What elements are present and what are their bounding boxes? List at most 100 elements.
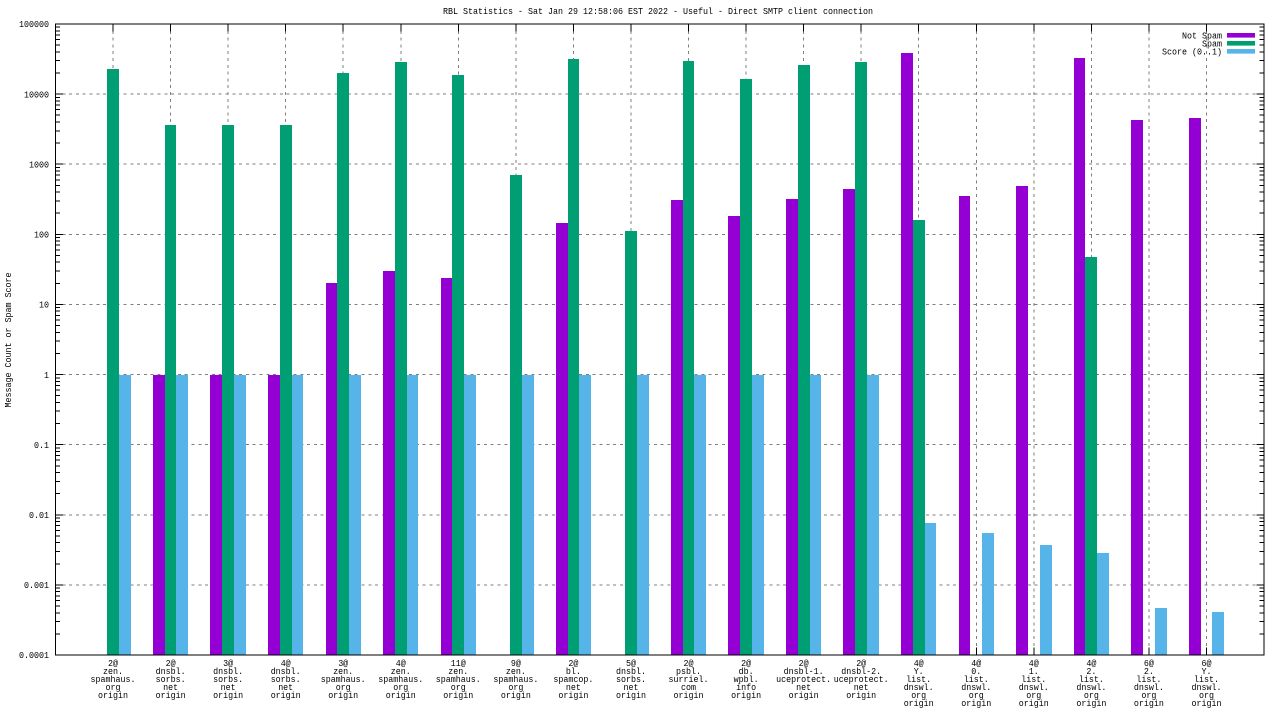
svg-text:dnswl.: dnswl. bbox=[1019, 682, 1049, 693]
svg-text:2@: 2@ bbox=[684, 658, 694, 669]
svg-text:origin: origin bbox=[443, 690, 473, 701]
svg-text:origin: origin bbox=[904, 698, 934, 709]
svg-text:org: org bbox=[1199, 690, 1214, 701]
svg-text:9@: 9@ bbox=[511, 658, 521, 669]
svg-text:org: org bbox=[451, 682, 466, 693]
svg-text:4@: 4@ bbox=[1029, 658, 1039, 669]
svg-text:org: org bbox=[393, 682, 408, 693]
svg-text:dnsbl.: dnsbl. bbox=[213, 666, 243, 677]
svg-text:origin: origin bbox=[616, 690, 646, 701]
svg-text:0.: 0. bbox=[971, 666, 981, 677]
svg-text:0.01: 0.01 bbox=[29, 510, 49, 521]
svg-text:Y.: Y. bbox=[914, 666, 924, 677]
svg-text:zen.: zen. bbox=[333, 666, 353, 677]
svg-text:list.: list. bbox=[1021, 674, 1046, 685]
svg-text:list.: list. bbox=[1136, 674, 1161, 685]
svg-text:wpbl.: wpbl. bbox=[734, 674, 759, 685]
svg-text:dnswl.: dnswl. bbox=[1134, 682, 1164, 693]
svg-text:zen.: zen. bbox=[506, 666, 526, 677]
svg-text:1.: 1. bbox=[1029, 666, 1039, 677]
svg-text:net: net bbox=[163, 682, 178, 693]
svg-text:2@: 2@ bbox=[166, 658, 176, 669]
svg-text:psbl.: psbl. bbox=[676, 666, 701, 677]
svg-text:dnsbl-1.: dnsbl-1. bbox=[784, 666, 824, 677]
svg-text:1: 1 bbox=[44, 370, 49, 381]
svg-text:4@: 4@ bbox=[281, 658, 291, 669]
svg-text:org: org bbox=[969, 690, 984, 701]
svg-text:org: org bbox=[336, 682, 351, 693]
svg-text:zen.: zen. bbox=[391, 666, 411, 677]
svg-text:list.: list. bbox=[906, 674, 931, 685]
svg-text:2@: 2@ bbox=[799, 658, 809, 669]
svg-text:origin: origin bbox=[674, 690, 704, 701]
svg-text:4@: 4@ bbox=[396, 658, 406, 669]
svg-text:com: com bbox=[681, 682, 696, 693]
svg-text:origin: origin bbox=[1192, 698, 1222, 709]
svg-text:sorbs.: sorbs. bbox=[271, 674, 301, 685]
svg-text:sorbs.: sorbs. bbox=[156, 674, 186, 685]
svg-text:3@: 3@ bbox=[223, 658, 233, 669]
svg-text:dnswl.: dnswl. bbox=[961, 682, 991, 693]
svg-text:Y.: Y. bbox=[1202, 666, 1212, 677]
svg-text:origin: origin bbox=[846, 690, 876, 701]
svg-text:net: net bbox=[624, 682, 639, 693]
svg-text:db.: db. bbox=[739, 666, 754, 677]
svg-text:2.: 2. bbox=[1086, 666, 1096, 677]
svg-text:origin: origin bbox=[386, 690, 416, 701]
svg-text:origin: origin bbox=[731, 690, 761, 701]
svg-text:uceprotect.: uceprotect. bbox=[776, 674, 831, 685]
svg-text:sorbs.: sorbs. bbox=[616, 674, 646, 685]
svg-text:100: 100 bbox=[34, 230, 49, 241]
svg-text:dnsbl.: dnsbl. bbox=[271, 666, 301, 677]
svg-text:origin: origin bbox=[1019, 698, 1049, 709]
svg-text:origin: origin bbox=[789, 690, 819, 701]
svg-text:org: org bbox=[106, 682, 121, 693]
svg-text:Message Count or Spam Score: Message Count or Spam Score bbox=[3, 273, 14, 408]
svg-text:spamhaus.: spamhaus. bbox=[91, 674, 136, 685]
svg-text:dnswl.: dnswl. bbox=[904, 682, 934, 693]
svg-text:spamhaus.: spamhaus. bbox=[493, 674, 538, 685]
svg-text:origin: origin bbox=[558, 690, 588, 701]
svg-text:info: info bbox=[736, 682, 756, 693]
svg-text:zen.: zen. bbox=[103, 666, 123, 677]
svg-text:org: org bbox=[508, 682, 523, 693]
svg-text:net: net bbox=[566, 682, 581, 693]
svg-text:origin: origin bbox=[501, 690, 531, 701]
svg-text:origin: origin bbox=[961, 698, 991, 709]
svg-text:dnswl.: dnswl. bbox=[1076, 682, 1106, 693]
svg-text:origin: origin bbox=[213, 690, 243, 701]
svg-text:spamhaus.: spamhaus. bbox=[436, 674, 481, 685]
svg-text:dnsbl-2.: dnsbl-2. bbox=[841, 666, 881, 677]
svg-text:dnsbl.: dnsbl. bbox=[616, 666, 646, 677]
svg-text:net: net bbox=[796, 682, 811, 693]
svg-text:origin: origin bbox=[271, 690, 301, 701]
svg-text:6@: 6@ bbox=[1202, 658, 1212, 669]
svg-text:list.: list. bbox=[1079, 674, 1104, 685]
svg-text:org: org bbox=[1026, 690, 1041, 701]
svg-text:spamcop.: spamcop. bbox=[553, 674, 593, 685]
svg-text:10000: 10000 bbox=[24, 89, 49, 100]
svg-text:4@: 4@ bbox=[914, 658, 924, 669]
svg-text:5@: 5@ bbox=[626, 658, 636, 669]
svg-text:uceprotect.: uceprotect. bbox=[834, 674, 889, 685]
svg-text:4@: 4@ bbox=[1086, 658, 1096, 669]
svg-text:sorbs.: sorbs. bbox=[213, 674, 243, 685]
svg-text:0.1: 0.1 bbox=[34, 440, 49, 451]
svg-text:net: net bbox=[221, 682, 236, 693]
svg-text:4@: 4@ bbox=[971, 658, 981, 669]
svg-text:origin: origin bbox=[98, 690, 128, 701]
svg-text:3@: 3@ bbox=[338, 658, 348, 669]
svg-text:2.: 2. bbox=[1144, 666, 1154, 677]
svg-text:100000: 100000 bbox=[19, 19, 49, 30]
svg-text:2@: 2@ bbox=[741, 658, 751, 669]
svg-text:11@: 11@ bbox=[451, 658, 466, 669]
svg-text:spamhaus.: spamhaus. bbox=[321, 674, 366, 685]
svg-text:surriel.: surriel. bbox=[669, 674, 709, 685]
svg-text:2@: 2@ bbox=[856, 658, 866, 669]
svg-text:10: 10 bbox=[39, 300, 49, 311]
svg-text:origin: origin bbox=[1134, 698, 1164, 709]
svg-text:2@: 2@ bbox=[568, 658, 578, 669]
svg-text:RBL Statistics - Sat Jan 29 12: RBL Statistics - Sat Jan 29 12:58:06 EST… bbox=[443, 6, 873, 17]
svg-text:spamhaus.: spamhaus. bbox=[378, 674, 423, 685]
svg-text:list.: list. bbox=[964, 674, 989, 685]
